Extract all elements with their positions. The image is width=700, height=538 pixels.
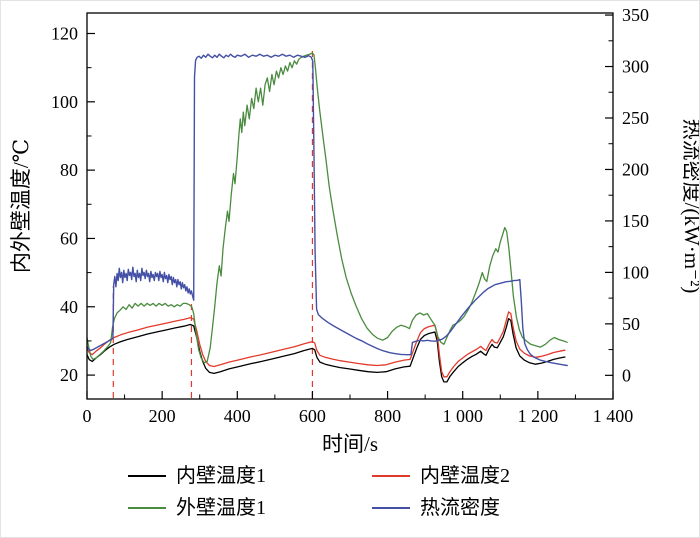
svg-text:1 000: 1 000: [442, 406, 483, 426]
svg-text:100: 100: [51, 92, 78, 112]
svg-text:60: 60: [60, 228, 78, 248]
series-line: [86, 52, 568, 364]
guide-lines: [112, 47, 314, 398]
svg-text:50: 50: [622, 314, 640, 334]
legend-line-swatch: [372, 475, 410, 477]
legend-item-heat-flux: 热流密度: [372, 495, 572, 521]
svg-text:1 200: 1 200: [518, 406, 559, 426]
legend: 内壁温度1 内壁温度2 外壁温度1 热流密度: [1, 463, 699, 521]
svg-text:300: 300: [622, 57, 649, 77]
svg-text:400: 400: [224, 406, 251, 426]
legend-line-swatch: [128, 475, 166, 477]
legend-label: 外壁温度1: [176, 497, 266, 519]
series-line: [86, 53, 568, 367]
svg-text:100: 100: [622, 262, 649, 282]
series-line: [86, 311, 566, 378]
legend-item-inner-wall-temp-2: 内壁温度2: [372, 463, 572, 489]
svg-text:250: 250: [622, 108, 649, 128]
svg-text:120: 120: [51, 23, 78, 43]
y-axis-right-title: 热流密度/(kW·m⁻²): [680, 119, 700, 294]
svg-text:350: 350: [622, 5, 649, 25]
svg-text:150: 150: [622, 211, 649, 231]
legend-row: 外壁温度1 热流密度: [128, 495, 572, 521]
legend-item-outer-wall-temp-1: 外壁温度1: [128, 495, 328, 521]
legend-item-inner-wall-temp-1: 内壁温度1: [128, 463, 328, 489]
svg-text:0: 0: [83, 406, 92, 426]
svg-text:200: 200: [149, 406, 176, 426]
axes: 0 200 400 600 800 1 000 1 200 1 400 20 40 60 80 100 1…: [51, 5, 649, 426]
legend-label: 内壁温度2: [420, 465, 510, 487]
svg-text:200: 200: [622, 159, 649, 179]
svg-text:600: 600: [299, 406, 326, 426]
legend-line-swatch: [128, 507, 166, 509]
x-axis-title: 时间/s: [322, 432, 378, 456]
chart-canvas: 0 200 400 600 800 1 000 1 200 1 400 20 40 60 80 100 1…: [9, 5, 700, 456]
y-axis-left-title: 内外壁温度/℃: [9, 139, 33, 273]
series-line: [86, 318, 566, 383]
svg-text:1 400: 1 400: [593, 406, 634, 426]
legend-label: 热流密度: [420, 497, 500, 519]
legend-row: 内壁温度1 内壁温度2: [128, 463, 572, 489]
svg-text:0: 0: [622, 365, 631, 385]
svg-text:80: 80: [60, 160, 78, 180]
legend-line-swatch: [372, 507, 410, 509]
svg-text:20: 20: [60, 365, 78, 385]
svg-text:40: 40: [60, 297, 78, 317]
legend-label: 内壁温度1: [176, 465, 266, 487]
svg-text:800: 800: [374, 406, 401, 426]
plot-border: [86, 12, 614, 400]
